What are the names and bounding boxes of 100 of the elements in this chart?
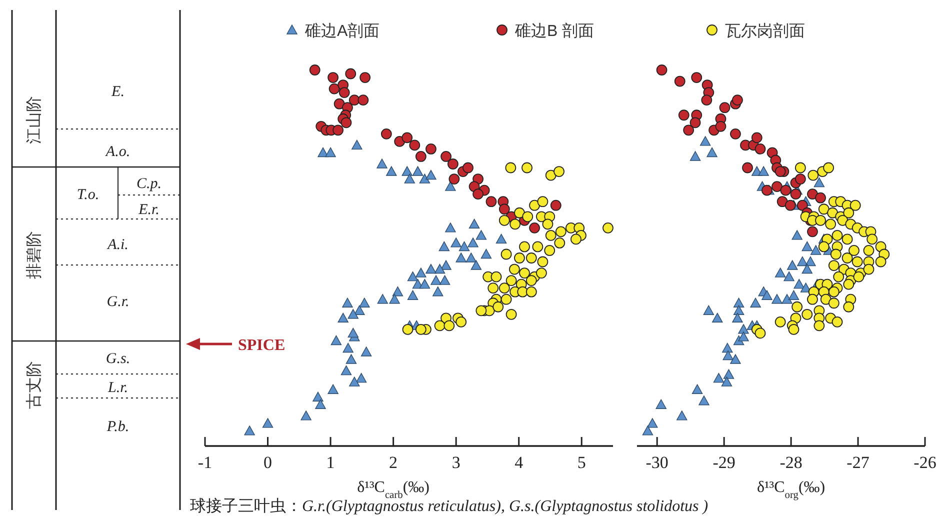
point bbox=[647, 418, 658, 428]
point bbox=[738, 332, 749, 342]
point bbox=[244, 426, 255, 436]
point bbox=[445, 222, 456, 232]
point bbox=[440, 151, 452, 162]
point bbox=[794, 174, 806, 184]
point bbox=[338, 312, 348, 323]
point bbox=[412, 166, 424, 176]
point bbox=[444, 320, 455, 332]
legend-label: 瓦尔岗剖面 bbox=[725, 22, 805, 40]
point bbox=[774, 268, 786, 278]
point bbox=[517, 286, 528, 298]
point bbox=[802, 264, 812, 274]
point bbox=[426, 170, 436, 180]
point bbox=[409, 140, 420, 151]
point bbox=[439, 275, 450, 285]
x-tick-label: 3 bbox=[452, 453, 460, 472]
point bbox=[787, 260, 798, 270]
point bbox=[389, 294, 400, 304]
point bbox=[315, 399, 326, 409]
point bbox=[542, 218, 554, 230]
point bbox=[722, 342, 733, 353]
point bbox=[532, 241, 544, 252]
point bbox=[721, 376, 732, 386]
text: G.s. bbox=[106, 351, 130, 367]
point bbox=[402, 166, 412, 176]
text: 古丈阶 bbox=[24, 361, 42, 409]
point bbox=[690, 117, 701, 128]
point bbox=[762, 290, 772, 300]
point bbox=[386, 166, 397, 176]
x-tick-label: -29 bbox=[712, 453, 736, 472]
point bbox=[814, 177, 825, 188]
point bbox=[438, 241, 450, 252]
point bbox=[537, 196, 548, 208]
text: 江山阶 bbox=[24, 96, 42, 144]
text: T.o. bbox=[76, 187, 100, 203]
x-tick-label: -30 bbox=[646, 453, 668, 472]
text: E.r. bbox=[138, 202, 160, 218]
point bbox=[498, 282, 510, 294]
point bbox=[480, 248, 492, 259]
point bbox=[349, 376, 360, 386]
point bbox=[805, 256, 816, 266]
point bbox=[445, 181, 456, 191]
point bbox=[732, 94, 743, 106]
point bbox=[450, 238, 462, 248]
point bbox=[730, 354, 741, 364]
point bbox=[352, 140, 362, 150]
point bbox=[815, 192, 826, 204]
text: E. bbox=[110, 84, 124, 100]
point bbox=[342, 342, 354, 353]
point bbox=[325, 147, 336, 158]
point bbox=[790, 188, 802, 200]
point bbox=[492, 301, 504, 312]
point bbox=[792, 230, 802, 240]
point bbox=[448, 174, 460, 184]
point bbox=[750, 298, 761, 308]
point bbox=[529, 200, 540, 211]
annotation: SPICE bbox=[238, 337, 286, 354]
point bbox=[419, 174, 430, 184]
point bbox=[377, 294, 388, 304]
point bbox=[712, 312, 723, 323]
text: P.b. bbox=[106, 419, 130, 435]
point bbox=[486, 196, 497, 208]
point bbox=[519, 241, 530, 252]
point bbox=[407, 290, 418, 300]
point bbox=[733, 305, 744, 315]
point bbox=[506, 308, 517, 320]
point bbox=[510, 218, 521, 230]
point bbox=[536, 268, 547, 278]
point bbox=[692, 384, 703, 394]
point bbox=[496, 234, 507, 244]
point bbox=[468, 238, 478, 248]
point bbox=[358, 94, 369, 106]
point bbox=[470, 260, 482, 270]
point bbox=[356, 372, 367, 383]
point bbox=[730, 128, 741, 140]
point bbox=[440, 260, 452, 270]
point bbox=[506, 275, 517, 286]
point bbox=[674, 76, 686, 87]
point bbox=[776, 196, 788, 208]
text: L.r. bbox=[106, 380, 128, 396]
point bbox=[328, 72, 338, 83]
x-tick-label: -27 bbox=[846, 453, 870, 472]
point bbox=[309, 64, 320, 76]
point bbox=[472, 188, 484, 200]
x-axis-title: δ¹³C$_{org}$(‰) bbox=[756, 479, 826, 500]
point bbox=[796, 200, 808, 211]
point bbox=[554, 166, 564, 177]
point bbox=[722, 350, 734, 360]
point bbox=[402, 324, 414, 335]
point bbox=[328, 384, 338, 394]
point bbox=[802, 241, 812, 252]
point bbox=[415, 151, 426, 162]
point bbox=[774, 166, 786, 177]
point bbox=[788, 290, 800, 300]
point bbox=[715, 120, 726, 132]
point bbox=[514, 207, 525, 218]
point bbox=[545, 230, 556, 241]
point bbox=[426, 144, 436, 154]
point bbox=[348, 94, 360, 106]
